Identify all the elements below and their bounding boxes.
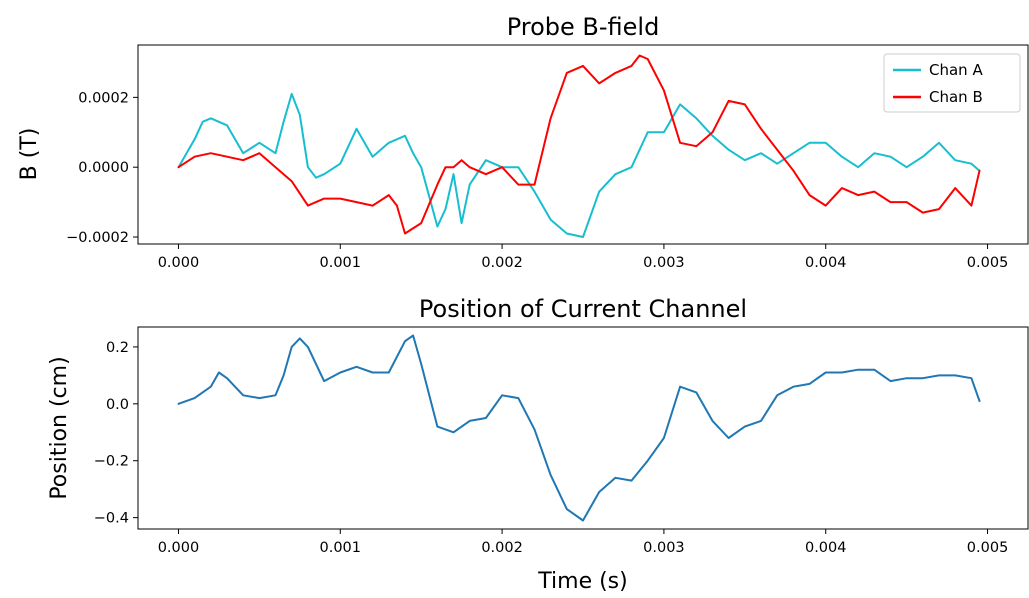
position-ylabel: Position (cm) <box>47 356 72 499</box>
position-ytick-label: −0.2 <box>94 454 129 470</box>
position-series-group <box>177 334 981 522</box>
position-xtick-label: 0.004 <box>805 540 847 556</box>
position-ticks: 0.000 0.001 0.002 0.003 0.004 0.005 −0.4 −0.2 0.… <box>94 340 1009 556</box>
b-field-xtick-label: 0.004 <box>805 255 847 271</box>
position-xtick-label: 0.001 <box>320 540 362 556</box>
b-field-ytick-label: −0.0002 <box>66 230 129 246</box>
position-title: Position of Current Channel <box>419 295 747 323</box>
position-xtick-label: 0.000 <box>158 540 200 556</box>
b-field-ylabel: B (T) <box>17 128 42 181</box>
position-ytick-label: 0.0 <box>106 397 129 413</box>
position-xtick-label: 0.002 <box>481 540 523 556</box>
b-field-ticks: 0.000 0.001 0.002 0.003 0.004 0.005 −0.0002 0.0… <box>66 90 1008 271</box>
position-panel: Position of Current Channel Position (cm… <box>47 295 1029 594</box>
b-field-axes-frame <box>137 44 1029 245</box>
b-field-series-line-1 <box>177 54 981 235</box>
b-field-ytick-label: 0.0000 <box>78 160 129 176</box>
b-field-ytick-label: 0.0002 <box>78 90 129 106</box>
position-xtick-label: 0.005 <box>967 540 1009 556</box>
b-field-series-line-0 <box>177 92 981 238</box>
b-field-xtick-label: 0.001 <box>320 255 362 271</box>
b-field-panel: Probe B-field B (T) 0.000 0.001 0.002 0.003… <box>17 13 1029 271</box>
position-xtick-label: 0.003 <box>643 540 685 556</box>
position-series-line-0 <box>177 334 981 522</box>
legend-label-chan-b: Chan B <box>929 88 983 106</box>
position-xlabel: Time (s) <box>537 569 627 594</box>
b-field-xtick-label: 0.005 <box>967 255 1009 271</box>
b-field-xtick-label: 0.000 <box>158 255 200 271</box>
b-field-series-group <box>177 54 981 238</box>
legend: Chan A Chan B <box>883 53 1021 113</box>
b-field-xtick-label: 0.002 <box>481 255 523 271</box>
b-field-xtick-label: 0.003 <box>643 255 685 271</box>
legend-label-chan-a: Chan A <box>929 61 983 79</box>
position-ytick-label: −0.4 <box>94 511 129 527</box>
b-field-title: Probe B-field <box>507 13 660 41</box>
position-ytick-label: 0.2 <box>106 340 129 356</box>
position-axes-frame <box>137 326 1029 530</box>
